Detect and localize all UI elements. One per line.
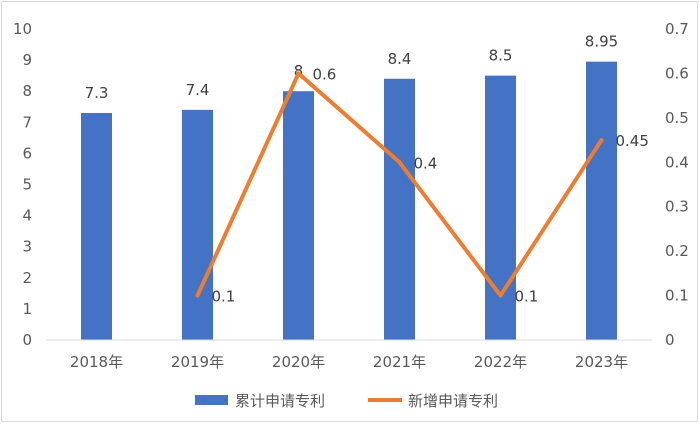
bar-data-label: 8.5: [489, 47, 513, 65]
line-data-label: 0.1: [515, 288, 539, 306]
legend-bar-swatch: [195, 395, 228, 405]
line-point: [498, 293, 503, 298]
left-axis-tick-label: 0: [22, 331, 32, 349]
legend: 累计申请专利 新增申请专利: [195, 392, 498, 410]
legend-line-label: 新增申请专利: [408, 392, 498, 410]
line-point: [397, 160, 402, 165]
bar: [81, 112, 112, 340]
right-axis-tick-label: 0.1: [665, 287, 689, 305]
bar: [283, 91, 314, 340]
left-axis-tick-label: 8: [22, 82, 32, 100]
bar: [182, 109, 213, 340]
line-data-label: 0.4: [414, 154, 438, 172]
line-data-label: 0.6: [313, 65, 337, 83]
bar-data-label: 7.3: [85, 84, 109, 102]
line-point: [599, 138, 604, 143]
left-axis-tick-label: 1: [22, 300, 32, 318]
line-point: [195, 293, 200, 298]
bar: [586, 61, 617, 340]
left-axis-tick-label: 7: [22, 113, 32, 131]
right-axis-tick-label: 0.3: [665, 198, 689, 216]
bar: [384, 78, 415, 340]
bar-data-label: 7.4: [186, 81, 210, 99]
x-axis-ticks: 2018年 2019年 2020年 2021年 2022年 2023年: [70, 353, 628, 371]
line-point: [296, 71, 301, 76]
right-axis-tick-label: 0.2: [665, 242, 689, 260]
x-axis-tick-label: 2019年: [171, 353, 224, 371]
x-axis-tick-label: 2018年: [70, 353, 123, 371]
x-axis-tick-label: 2020年: [272, 353, 325, 371]
x-axis-tick-label: 2023年: [575, 353, 628, 371]
line-data-labels: 0.1 0.6 0.4 0.1 0.45: [212, 65, 649, 305]
left-axis-tick-label: 10: [13, 20, 32, 38]
x-axis-tick-label: 2022年: [474, 353, 527, 371]
left-axis-tick-label: 5: [22, 176, 32, 194]
left-axis-tick-label: 3: [22, 238, 32, 256]
bar-data-label: 8.4: [388, 50, 412, 68]
legend-bar-label: 累计申请专利: [235, 392, 325, 410]
line-data-label: 0.45: [616, 132, 649, 150]
left-axis-tick-label: 4: [22, 207, 32, 225]
legend-item-bar: 累计申请专利: [195, 392, 325, 410]
left-axis-ticks: 0 1 2 3 4 5 6 7 8 9 10: [13, 20, 32, 349]
x-axis-tick-label: 2021年: [373, 353, 426, 371]
bar-data-label: 8.95: [585, 33, 618, 51]
left-axis-tick-label: 9: [22, 51, 32, 69]
left-axis-tick-label: 2: [22, 269, 32, 287]
bar-data-labels: 7.3 7.4 8 8.4 8.5 8.95: [85, 33, 619, 102]
right-axis-tick-label: 0.6: [665, 64, 689, 82]
right-axis-tick-label: 0.4: [665, 153, 689, 171]
right-axis-tick-label: 0.5: [665, 109, 689, 127]
bar-data-label: 8: [294, 62, 304, 80]
right-axis-ticks: 0 0.1 0.2 0.3 0.4 0.5 0.6 0.7: [665, 20, 689, 349]
right-axis-tick-label: 0: [665, 331, 675, 349]
legend-item-line: 新增申请专利: [368, 392, 498, 410]
line-data-label: 0.1: [212, 288, 236, 306]
line-series: [195, 71, 604, 298]
right-axis-tick-label: 0.7: [665, 20, 689, 38]
left-axis-tick-label: 6: [22, 144, 32, 162]
bar: [485, 75, 516, 341]
